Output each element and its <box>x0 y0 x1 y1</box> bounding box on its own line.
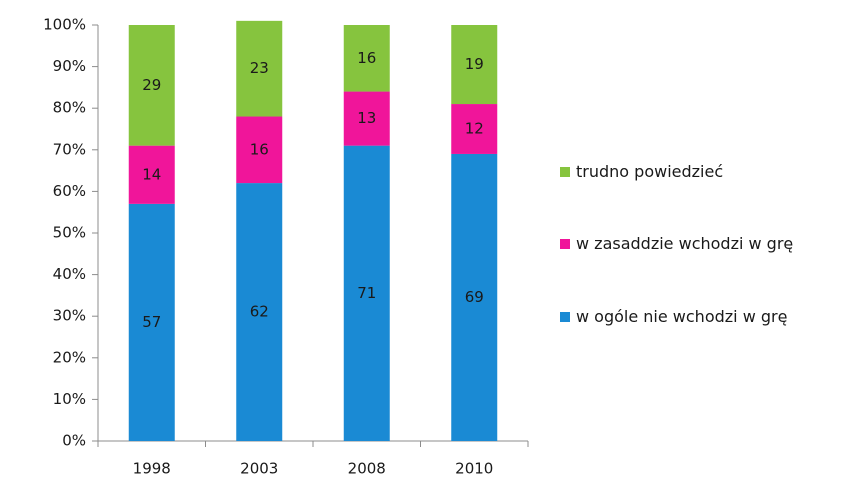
data-label: 69 <box>465 288 484 306</box>
legend-label: w ogóle nie wchodzi w grę <box>576 307 788 326</box>
data-label: 62 <box>250 303 269 321</box>
data-label: 23 <box>250 59 269 77</box>
legend-swatch <box>560 312 570 322</box>
bar-segment <box>236 116 283 184</box>
y-tick-label: 60% <box>53 182 86 200</box>
bar-segment <box>343 145 390 441</box>
x-tick-label: 1998 <box>133 460 171 478</box>
data-label: 13 <box>357 109 376 127</box>
bar-segment <box>343 91 390 146</box>
x-tick-label: 2010 <box>455 460 493 478</box>
y-tick-label: 70% <box>53 140 86 158</box>
bar-segment <box>236 20 283 117</box>
x-tick-label: 2003 <box>240 460 278 478</box>
y-tick-label: 90% <box>53 57 86 75</box>
y-tick-label: 30% <box>53 307 86 325</box>
data-label: 16 <box>250 140 269 158</box>
data-label: 19 <box>465 55 484 73</box>
legend-label: w zasaddzie wchodzi w grę <box>576 234 794 253</box>
bar-segment <box>128 25 175 146</box>
x-tick-label: 2008 <box>348 460 386 478</box>
y-tick-label: 20% <box>53 348 86 366</box>
bar-segment <box>236 183 283 441</box>
legend-item: w ogóle nie wchodzi w grę <box>560 305 830 329</box>
legend-item: trudno powiedzieć <box>560 160 830 184</box>
legend-swatch <box>560 167 570 177</box>
data-label: 14 <box>142 165 161 183</box>
y-tick-label: 0% <box>62 432 86 450</box>
y-tick-label: 10% <box>53 390 86 408</box>
y-tick-label: 40% <box>53 265 86 283</box>
data-label: 71 <box>357 284 376 302</box>
data-label: 16 <box>357 49 376 67</box>
bar-segment <box>451 104 498 154</box>
data-label: 29 <box>142 76 161 94</box>
y-tick-label: 50% <box>53 224 86 242</box>
y-tick-label: 100% <box>43 16 86 34</box>
bar-segment <box>343 25 390 92</box>
bar-segment <box>451 25 498 105</box>
legend-item: w zasaddzie wchodzi w grę <box>560 232 830 256</box>
bar-segment <box>451 153 498 441</box>
y-tick-label: 80% <box>53 99 86 117</box>
data-label: 12 <box>465 120 484 138</box>
bar-segment <box>128 145 175 204</box>
legend-label: trudno powiedzieć <box>576 162 724 181</box>
bar-segment <box>128 203 175 441</box>
data-label: 57 <box>142 313 161 331</box>
legend-swatch <box>560 239 570 249</box>
